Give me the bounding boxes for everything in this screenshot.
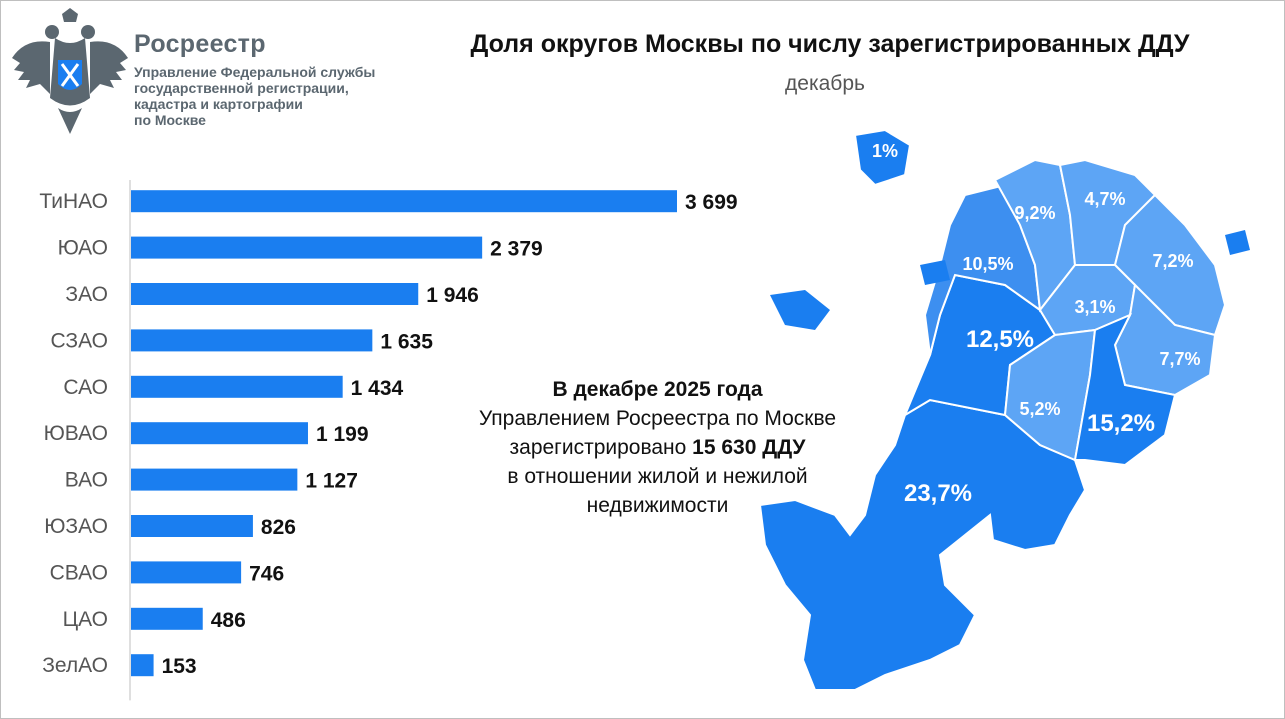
map-label-yuvao: 7,7% (1159, 349, 1200, 369)
org-subtitle-line: государственной регистрации, (134, 80, 349, 96)
bar (131, 236, 483, 259)
info-line-3-prefix: зарегистрировано (509, 436, 693, 459)
category-tick-label: ЮВАО (44, 422, 108, 445)
bar-value-label: 1 127 (305, 470, 358, 493)
map-label-zelao: 1% (872, 141, 898, 161)
info-heading: В декабре 2025 года (552, 378, 763, 401)
map-region-yuao (1073, 313, 1177, 467)
info-text: В декабре 2025 года Управлением Росреест… (430, 375, 885, 520)
category-tick-label: ВАО (65, 469, 108, 492)
category-tick-label: ЮЗАО (44, 515, 108, 538)
bar (131, 375, 343, 398)
category-tick-label: ЗАО (65, 283, 108, 306)
bar-value-label: 1 635 (380, 330, 433, 353)
info-line-2: Управлением Росреестра по Москве (478, 407, 837, 430)
category-tick-label: ЗелАО (42, 654, 108, 677)
org-subtitle-line: кадастра и картографии (134, 96, 303, 112)
emblem-logo-icon (12, 8, 128, 134)
bar-value-label: 1 199 (316, 423, 369, 446)
category-tick-label: ЦАО (63, 608, 108, 631)
map-exclave (920, 260, 950, 285)
map-label-vao: 7,2% (1152, 251, 1193, 271)
bar-value-label: 1 946 (426, 284, 479, 307)
bar (131, 515, 253, 537)
bar-value-label: 486 (211, 609, 246, 632)
chart-subtitle: декабрь (785, 72, 865, 95)
info-line-1: В декабре 2025 года (430, 375, 885, 404)
map-label-szao: 10,5% (962, 254, 1013, 274)
info-total: 15 630 ДДУ (692, 436, 806, 459)
bar (131, 329, 373, 352)
category-tick-label: ТиНАО (39, 190, 108, 213)
map-label-zao: 12,5% (966, 326, 1034, 353)
bar (131, 190, 677, 213)
bar (131, 283, 419, 305)
bar-value-label: 3 699 (685, 191, 738, 214)
org-subtitle-line: Управление Федеральной службы (134, 64, 376, 80)
map-label-yuzao: 5,2% (1019, 399, 1060, 419)
category-tick-label: СЗАО (51, 329, 109, 352)
map-region-tinao (758, 398, 1087, 690)
category-tick-label: СВАО (50, 561, 108, 584)
bar-value-label: 1 434 (351, 377, 404, 400)
category-tick-label: ЮАО (58, 237, 108, 260)
bar-value-label: 153 (162, 655, 197, 678)
category-tick-label: САО (63, 376, 108, 399)
chart-title: Доля округов Москвы по числу зарегистрир… (470, 30, 1190, 58)
org-subtitle-line: по Москве (134, 112, 206, 128)
bar (131, 422, 308, 445)
bar-value-label: 746 (249, 562, 284, 585)
map-label-cao: 3,1% (1074, 297, 1115, 317)
bar (131, 607, 203, 630)
bar (131, 468, 298, 491)
map-exclave (770, 290, 830, 330)
org-name: Росреестр (134, 30, 266, 58)
bar (131, 561, 242, 584)
info-line-5: недвижимости (586, 494, 729, 517)
info-line-4: в отношении жилой и нежилой (507, 465, 808, 488)
moscow-district-map: 1% 9,2% 4,7% 10,5% 7,2% 3,1% 12,5% 7,7% … (758, 128, 1250, 690)
map-label-svao: 4,7% (1084, 189, 1125, 209)
bar-chart: ТиНАО 3 699 ЮАО 2 379 ЗАО 1 946 СЗАО 1 635 САО 1 … (39, 180, 738, 701)
map-exclave (1225, 230, 1250, 255)
info-line-3: зарегистрировано 15 630 ДДУ (430, 433, 885, 462)
map-region-zelao (853, 128, 912, 187)
map-label-tinao: 23,7% (904, 480, 972, 507)
map-label-yuao: 15,2% (1087, 410, 1155, 437)
bar-value-label: 2 379 (490, 238, 543, 261)
map-label-sao: 9,2% (1014, 203, 1055, 223)
bar-value-label: 826 (261, 516, 296, 539)
bar (131, 654, 154, 677)
org-subtitle: Управление Федеральной службы государств… (134, 64, 375, 128)
